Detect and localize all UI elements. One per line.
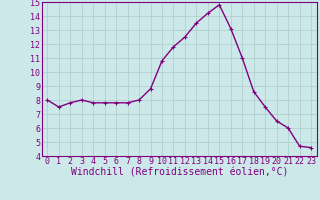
X-axis label: Windchill (Refroidissement éolien,°C): Windchill (Refroidissement éolien,°C) xyxy=(70,168,288,178)
